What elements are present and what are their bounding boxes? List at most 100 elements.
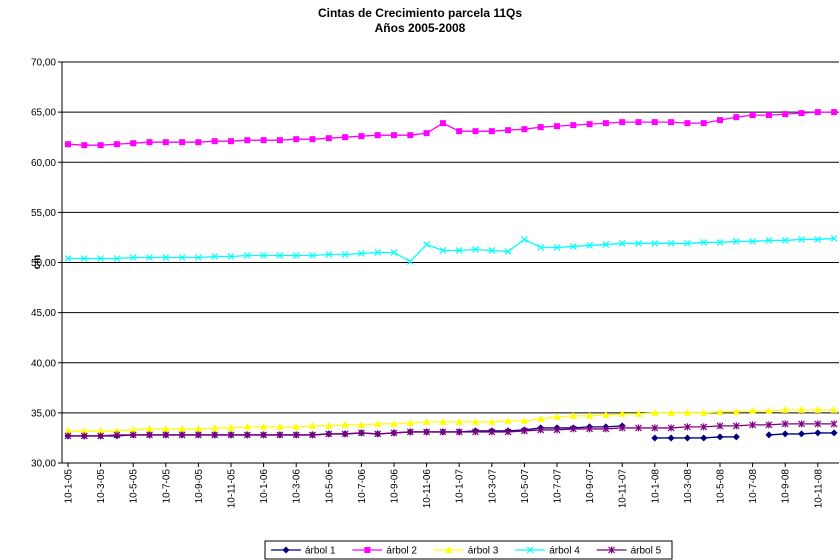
- marker: [798, 110, 805, 117]
- marker: [211, 253, 219, 260]
- marker: [781, 237, 789, 244]
- marker: [749, 112, 756, 119]
- marker: [472, 246, 479, 253]
- marker: [260, 137, 267, 144]
- x-tick-label: 10-11-06: [422, 469, 433, 509]
- y-tick-label: 55,00: [31, 208, 56, 219]
- marker: [146, 424, 153, 432]
- y-tick-label: 50,00: [31, 258, 56, 269]
- legend-label: árbol 4: [549, 546, 580, 557]
- x-tick-label: 10-7-08: [748, 469, 759, 504]
- marker: [364, 547, 371, 553]
- marker: [406, 418, 414, 426]
- marker: [97, 142, 104, 149]
- marker: [749, 421, 757, 429]
- marker: [293, 136, 300, 143]
- marker: [227, 253, 235, 260]
- y-axis-label: cm: [32, 255, 43, 270]
- marker: [504, 248, 512, 255]
- x-tick-label: 10-11-05: [227, 469, 238, 509]
- marker: [781, 420, 789, 428]
- marker: [537, 124, 544, 131]
- marker: [162, 139, 169, 146]
- marker: [65, 141, 71, 148]
- marker: [178, 431, 186, 439]
- y-tick-label: 65,00: [31, 108, 56, 119]
- marker: [445, 546, 453, 553]
- marker: [374, 249, 382, 256]
- marker: [716, 433, 724, 441]
- marker: [553, 244, 561, 251]
- x-tick-label: 10-9-07: [585, 469, 596, 504]
- x-tick-label: 10-5-06: [324, 469, 335, 504]
- marker: [700, 408, 708, 416]
- marker: [390, 249, 398, 256]
- marker: [407, 132, 414, 139]
- marker: [341, 420, 349, 428]
- marker: [374, 419, 382, 427]
- marker: [667, 434, 675, 442]
- marker: [194, 254, 202, 261]
- y-tick-label: 60,00: [31, 158, 56, 169]
- marker: [683, 240, 691, 247]
- legend-label: árbol 2: [386, 546, 417, 557]
- marker: [423, 428, 431, 436]
- marker: [162, 424, 170, 432]
- x-tick-label: 10-1-07: [455, 469, 466, 504]
- marker: [228, 138, 234, 145]
- series-line: [68, 237, 835, 263]
- marker: [146, 431, 153, 439]
- marker: [227, 423, 235, 431]
- marker: [716, 422, 724, 430]
- marker: [537, 244, 545, 251]
- marker: [455, 428, 463, 436]
- marker: [455, 247, 463, 254]
- marker: [423, 130, 430, 137]
- x-tick-label: 10-11-08: [813, 469, 824, 509]
- marker: [798, 405, 805, 413]
- y-tick-label: 45,00: [31, 308, 56, 319]
- marker: [683, 408, 691, 416]
- marker: [178, 254, 186, 261]
- marker: [830, 405, 838, 413]
- marker: [504, 416, 512, 424]
- marker: [732, 407, 740, 415]
- series-line: [68, 409, 835, 432]
- marker: [292, 422, 300, 430]
- marker: [456, 128, 463, 135]
- marker: [814, 429, 822, 437]
- marker: [472, 128, 479, 135]
- marker: [814, 236, 822, 243]
- x-tick-label: 10-3-05: [96, 469, 107, 504]
- marker: [357, 250, 365, 257]
- series: [64, 405, 838, 434]
- marker: [814, 405, 822, 413]
- marker: [455, 417, 463, 425]
- marker: [618, 409, 626, 417]
- marker: [765, 406, 773, 414]
- marker: [260, 252, 268, 259]
- x-tick-label: 10-3-08: [683, 469, 694, 504]
- marker: [81, 142, 88, 149]
- series: [64, 420, 838, 440]
- marker: [406, 428, 414, 436]
- marker: [684, 120, 691, 127]
- marker: [569, 243, 577, 250]
- marker: [146, 139, 153, 146]
- legend-box: [264, 540, 673, 560]
- marker: [162, 254, 170, 261]
- marker: [586, 425, 594, 433]
- marker: [97, 255, 105, 262]
- marker: [276, 252, 284, 259]
- marker: [227, 431, 235, 439]
- marker: [276, 422, 284, 430]
- marker: [782, 111, 789, 118]
- marker: [325, 135, 332, 142]
- marker: [276, 431, 284, 439]
- x-tick-label: 10-1-08: [650, 469, 661, 504]
- marker: [683, 434, 691, 442]
- marker: [325, 421, 333, 429]
- marker: [586, 411, 594, 419]
- marker: [472, 417, 479, 425]
- marker: [586, 121, 593, 128]
